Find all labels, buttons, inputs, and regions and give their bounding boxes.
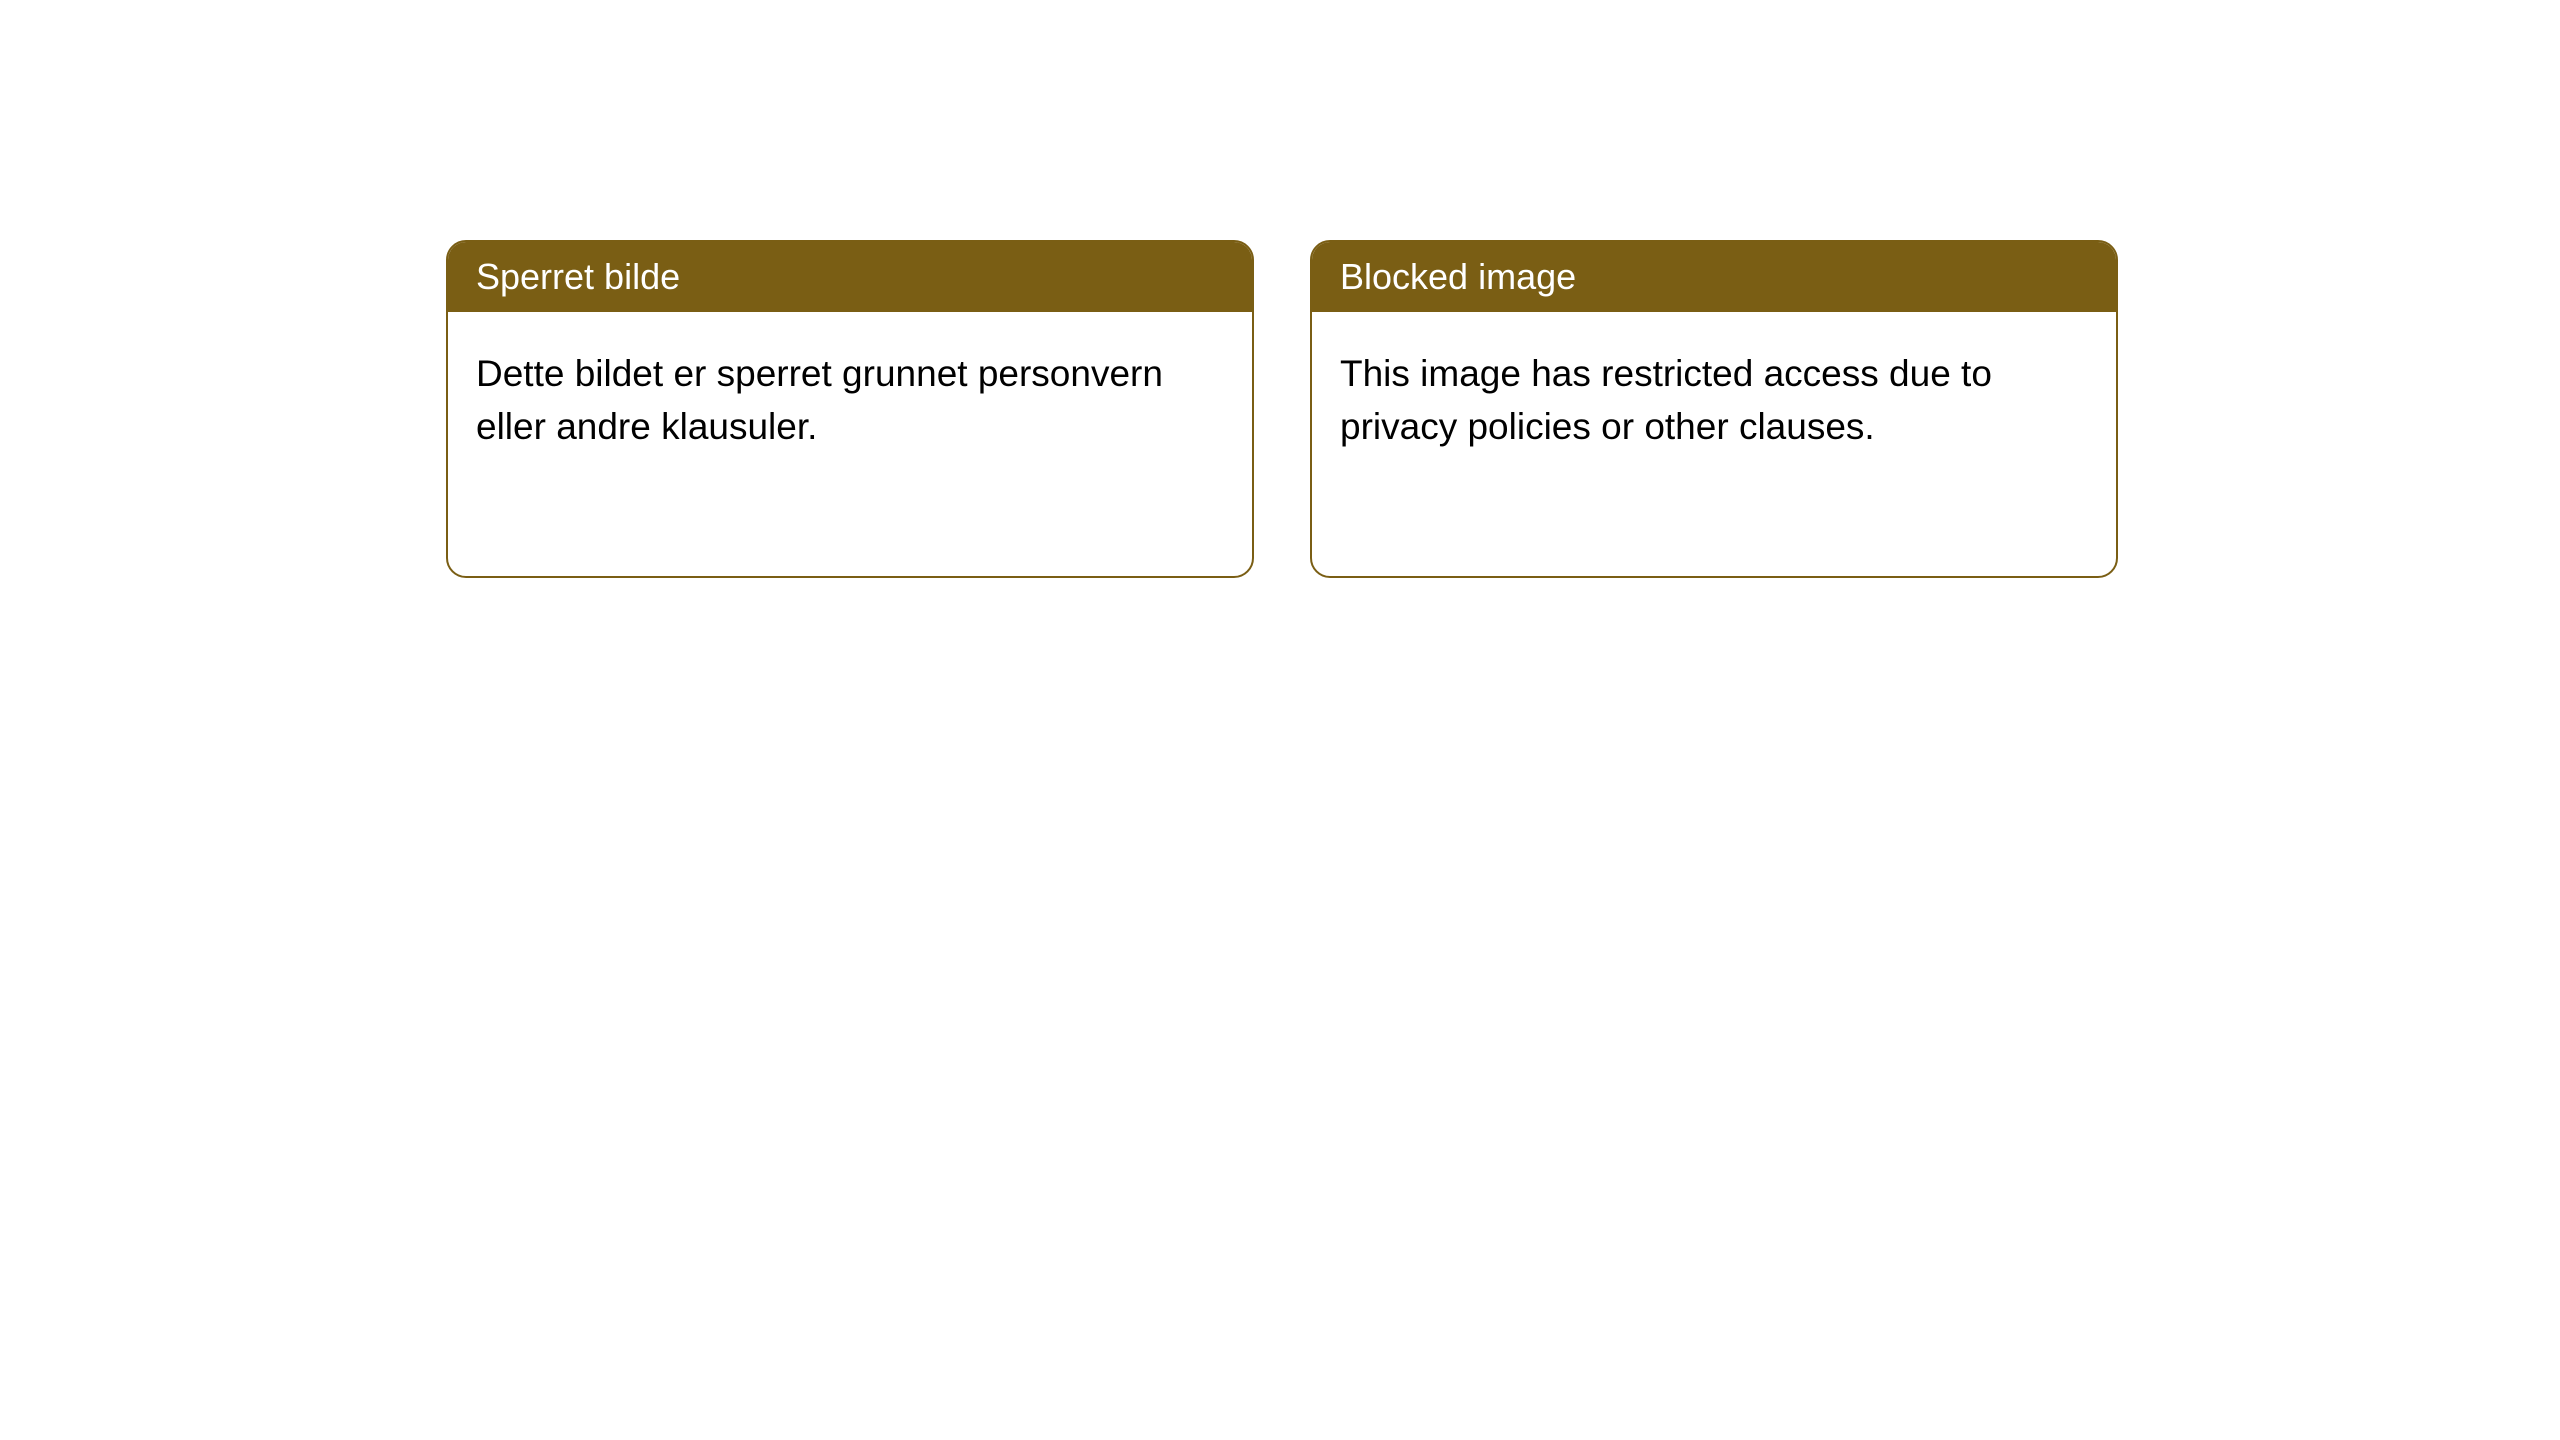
notice-container: Sperret bilde Dette bildet er sperret gr… xyxy=(446,240,2118,578)
notice-card-english: Blocked image This image has restricted … xyxy=(1310,240,2118,578)
card-text: Dette bildet er sperret grunnet personve… xyxy=(476,353,1163,447)
card-text: This image has restricted access due to … xyxy=(1340,353,1992,447)
card-header: Sperret bilde xyxy=(448,242,1252,312)
notice-card-norwegian: Sperret bilde Dette bildet er sperret gr… xyxy=(446,240,1254,578)
card-body: This image has restricted access due to … xyxy=(1312,312,2116,489)
card-header: Blocked image xyxy=(1312,242,2116,312)
card-body: Dette bildet er sperret grunnet personve… xyxy=(448,312,1252,489)
card-title: Blocked image xyxy=(1340,256,1576,297)
card-title: Sperret bilde xyxy=(476,256,680,297)
